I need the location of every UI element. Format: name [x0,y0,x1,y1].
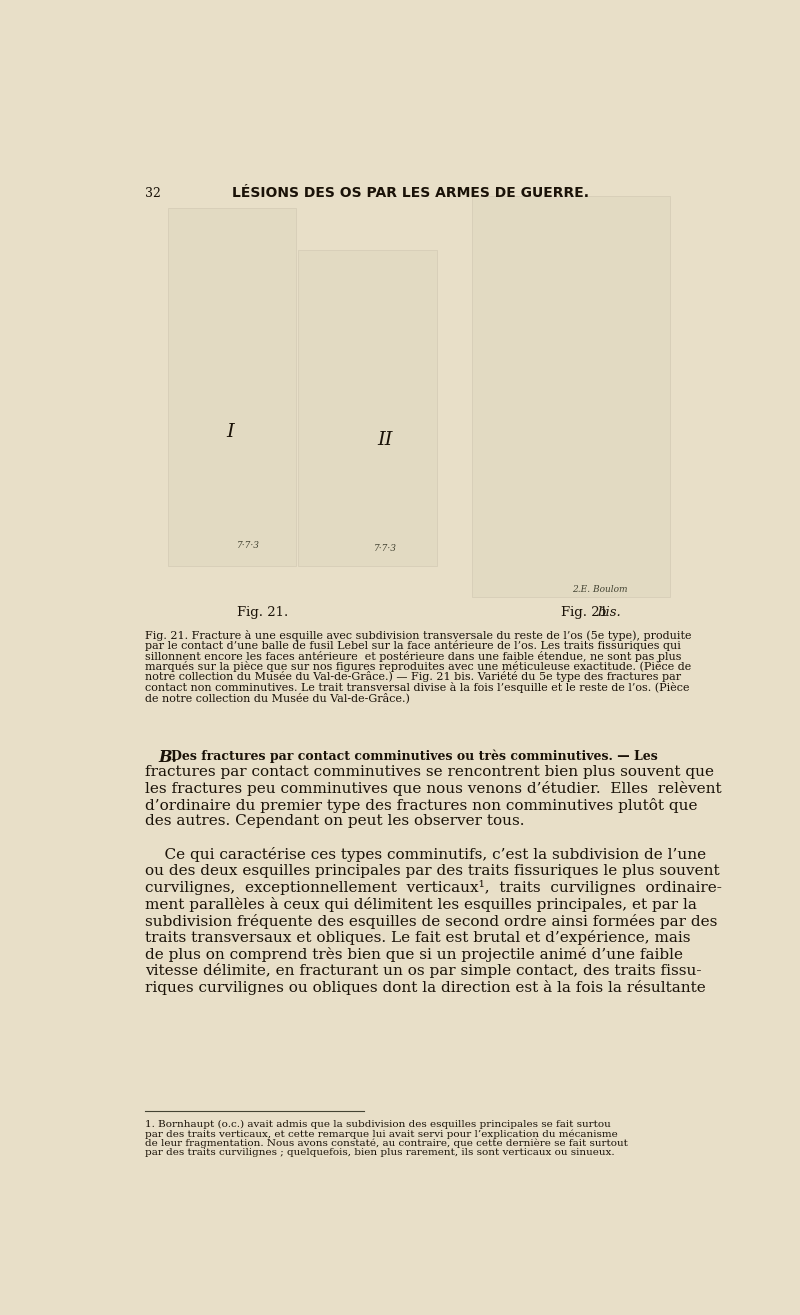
Text: contact non comminutives. Le trait transversal divise à la fois l’esquille et le: contact non comminutives. Le trait trans… [145,681,690,693]
Text: 32: 32 [145,187,161,200]
Text: traits transversaux et obliques. Le fait est brutal et d’expérience, mais: traits transversaux et obliques. Le fait… [145,930,690,945]
Text: Des fractures par contact comminutives ou très comminutives. — Les: Des fractures par contact comminutives o… [171,750,658,763]
Text: ou des deux esquilles principales par des traits fissuriques le plus souvent: ou des deux esquilles principales par de… [145,864,719,878]
Text: Fig. 21: Fig. 21 [561,606,612,619]
Text: des autres. Cependant on peut les observer tous.: des autres. Cependant on peut les observ… [145,814,525,828]
Text: les fractures peu comminutives que nous venons d’étudier.  Elles  relèvent: les fractures peu comminutives que nous … [145,781,722,796]
Bar [168,208,296,565]
Text: par le contact d’une balle de fusil Lebel sur la face antérieure de l’os. Les tr: par le contact d’une balle de fusil Lebe… [145,640,681,651]
Text: bis.: bis. [598,606,622,619]
Text: vitesse délimite, en fracturant un os par simple contact, des traits fissu-: vitesse délimite, en fracturant un os pa… [145,963,702,978]
Text: notre collection du Musée du Val-de-Grâce.) — Fig. 21 bis. Variété du 5e type de: notre collection du Musée du Val-de-Grâc… [145,672,681,682]
Text: Ce qui caractérise ces types comminutifs, c’est la subdivision de l’une: Ce qui caractérise ces types comminutifs… [145,847,706,863]
Text: B.: B. [158,750,178,767]
Bar [298,250,437,565]
Text: Fig. 21. Fracture à une esquille avec subdivision transversale du reste de l’os : Fig. 21. Fracture à une esquille avec su… [145,630,691,640]
Text: II: II [378,431,393,450]
Text: sillonnent encore les faces antérieure  et postérieure dans une faible étendue, : sillonnent encore les faces antérieure e… [145,651,682,661]
Text: par des traits verticaux, et cette remarque lui avait servi pour l’explication d: par des traits verticaux, et cette remar… [145,1130,618,1139]
Text: d’ordinaire du premier type des fractures non comminutives plutôt que: d’ordinaire du premier type des fracture… [145,798,698,813]
Text: de leur fragmentation. Nous avons constaté, au contraire, que cette dernière se : de leur fragmentation. Nous avons consta… [145,1139,628,1148]
Text: I: I [226,423,234,442]
Text: 2.E. Boulom: 2.E. Boulom [572,585,628,594]
Text: riques curvilignes ou obliques dont la direction est à la fois la résultante: riques curvilignes ou obliques dont la d… [145,980,706,994]
Text: de plus on comprend très bien que si un projectile animé d’une faible: de plus on comprend très bien que si un … [145,947,683,961]
Text: marqués sur la pièce que sur nos figures reproduites avec une méticuleuse exacti: marqués sur la pièce que sur nos figures… [145,661,691,672]
Text: Fig. 21.: Fig. 21. [237,606,288,619]
Text: par des traits curvilignes ; quelquefois, bien plus rarement, ils sont verticaux: par des traits curvilignes ; quelquefois… [145,1148,614,1157]
Text: 7·7·3: 7·7·3 [374,544,397,554]
Bar [472,196,670,597]
Text: subdivision fréquente des esquilles de second ordre ainsi formées par des: subdivision fréquente des esquilles de s… [145,914,718,928]
Text: ment parallèles à ceux qui délimitent les esquilles principales, et par la: ment parallèles à ceux qui délimitent le… [145,897,697,913]
Text: curvilignes,  exceptionnellement  verticaux¹,  traits  curvilignes  ordinaire-: curvilignes, exceptionnellement verticau… [145,881,722,896]
Text: LÉSIONS DES OS PAR LES ARMES DE GUERRE.: LÉSIONS DES OS PAR LES ARMES DE GUERRE. [231,185,589,200]
Text: de notre collection du Musée du Val-de-Grâce.): de notre collection du Musée du Val-de-G… [145,692,410,704]
Text: fractures par contact comminutives se rencontrent bien plus souvent que: fractures par contact comminutives se re… [145,764,714,778]
Text: 1. Bornhaupt (o.c.) avait admis que la subdivision des esquilles principales se : 1. Bornhaupt (o.c.) avait admis que la s… [145,1119,610,1128]
Text: 7·7·3: 7·7·3 [238,542,260,550]
